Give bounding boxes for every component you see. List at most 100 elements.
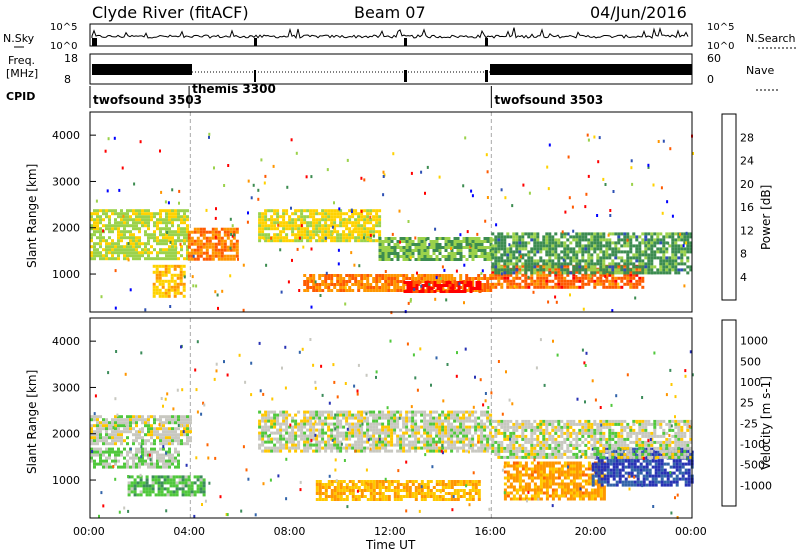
heatmap-cell bbox=[509, 476, 513, 480]
heatmap-cell bbox=[527, 285, 531, 289]
heatmap-cell bbox=[258, 224, 262, 228]
heatmap-cell bbox=[384, 249, 388, 252]
heatmap-cell bbox=[186, 236, 189, 240]
heatmap-cell bbox=[372, 492, 376, 495]
heatmap-cell bbox=[126, 230, 129, 234]
heatmap-cell bbox=[318, 431, 322, 435]
heatmap-cell bbox=[650, 244, 654, 248]
heatmap-cell bbox=[584, 271, 588, 275]
heatmap-cell bbox=[566, 497, 570, 501]
heatmap-cell bbox=[545, 488, 549, 492]
heatmap-cell bbox=[674, 259, 678, 263]
heatmap-cell bbox=[348, 230, 352, 234]
heatmap-cell bbox=[677, 244, 681, 248]
heatmap-cell bbox=[372, 446, 376, 450]
heatmap-cell bbox=[414, 425, 418, 429]
heatmap-cell bbox=[263, 237, 266, 241]
heatmap-cell bbox=[435, 498, 439, 501]
heatmap-cell bbox=[372, 239, 376, 243]
heatmap-cell bbox=[273, 212, 277, 216]
heatmap-cell bbox=[214, 248, 218, 252]
heatmap-cell bbox=[680, 244, 684, 248]
heatmap-cell bbox=[405, 277, 409, 280]
heatmap-cell bbox=[442, 290, 446, 293]
heatmap-cell bbox=[398, 209, 401, 213]
heatmap-cell bbox=[351, 425, 355, 429]
heatmap-cell bbox=[632, 256, 636, 260]
heatmap-cell bbox=[572, 479, 576, 483]
heatmap-cell bbox=[226, 230, 230, 234]
power-y-label: Slant Range [km] bbox=[25, 164, 39, 268]
heatmap-cell bbox=[557, 244, 561, 248]
heatmap-cell bbox=[168, 433, 171, 437]
heatmap-cell bbox=[193, 493, 197, 497]
heatmap-cell bbox=[168, 245, 171, 249]
heatmap-cell bbox=[193, 239, 197, 243]
heatmap-cell bbox=[282, 239, 286, 243]
heatmap-cell bbox=[190, 490, 194, 494]
heatmap-cell bbox=[465, 289, 469, 292]
heatmap-cell bbox=[321, 413, 325, 417]
heatmap-cell bbox=[414, 486, 418, 489]
heatmap-cell bbox=[144, 251, 147, 255]
heatmap-cell bbox=[378, 413, 382, 417]
heatmap-cell bbox=[120, 245, 123, 249]
heatmap-cell bbox=[315, 489, 319, 492]
heatmap-cell bbox=[634, 296, 637, 300]
heatmap-cell bbox=[351, 413, 355, 417]
heatmap-cell bbox=[554, 488, 558, 492]
heatmap-cell bbox=[521, 241, 525, 245]
heatmap-cell bbox=[130, 475, 134, 479]
heatmap-cell bbox=[189, 439, 192, 443]
heatmap-cell bbox=[327, 277, 331, 280]
heatmap-cell bbox=[536, 262, 540, 266]
heatmap-cell bbox=[372, 234, 375, 238]
heatmap-cell bbox=[133, 478, 137, 482]
heatmap-cell bbox=[300, 218, 304, 222]
heatmap-cell bbox=[276, 437, 280, 441]
heatmap-cell bbox=[288, 215, 292, 219]
heatmap-cell bbox=[145, 475, 149, 479]
heatmap-cell bbox=[378, 243, 382, 246]
heatmap-cell bbox=[123, 236, 126, 240]
heatmap-cell bbox=[665, 232, 669, 236]
heatmap-cell bbox=[162, 459, 165, 463]
heatmap-cell bbox=[539, 467, 543, 471]
heatmap-cell bbox=[315, 422, 319, 426]
heatmap-cell bbox=[459, 422, 463, 426]
heatmap-cell bbox=[674, 271, 678, 275]
heatmap-cell bbox=[177, 433, 180, 437]
heatmap-cell bbox=[179, 282, 183, 286]
heatmap-cell bbox=[267, 428, 271, 432]
heatmap-cell bbox=[306, 428, 310, 432]
heatmap-cell bbox=[324, 431, 328, 435]
heatmap-cell bbox=[650, 262, 654, 266]
heatmap-cell bbox=[162, 209, 165, 213]
heatmap-cell bbox=[261, 413, 265, 417]
heatmap-cell bbox=[90, 227, 93, 231]
heatmap-cell bbox=[566, 271, 570, 275]
heatmap-cell bbox=[179, 242, 182, 246]
heatmap-cell bbox=[315, 230, 319, 234]
heatmap-cell bbox=[581, 235, 585, 239]
heatmap-cell bbox=[475, 287, 479, 290]
heatmap-cell bbox=[569, 247, 573, 251]
heatmap-cell bbox=[426, 446, 430, 450]
heatmap-cell bbox=[229, 257, 233, 261]
heatmap-cell bbox=[138, 447, 141, 451]
heatmap-cell bbox=[270, 440, 274, 444]
heatmap-cell bbox=[354, 224, 358, 228]
heatmap-cell bbox=[102, 236, 105, 240]
heatmap-cell bbox=[294, 437, 298, 441]
heatmap-cell bbox=[177, 215, 180, 219]
heatmap-cell bbox=[665, 271, 669, 275]
heatmap-cell bbox=[159, 459, 162, 463]
heatmap-cell bbox=[474, 425, 478, 429]
heatmap-cell bbox=[384, 258, 388, 261]
heatmap-cell bbox=[444, 425, 448, 429]
heatmap-cell bbox=[396, 283, 400, 286]
heatmap-cell bbox=[480, 428, 484, 432]
heatmap-cell bbox=[195, 284, 198, 288]
heatmap-cell bbox=[345, 498, 349, 501]
heatmap-cell bbox=[536, 235, 540, 239]
